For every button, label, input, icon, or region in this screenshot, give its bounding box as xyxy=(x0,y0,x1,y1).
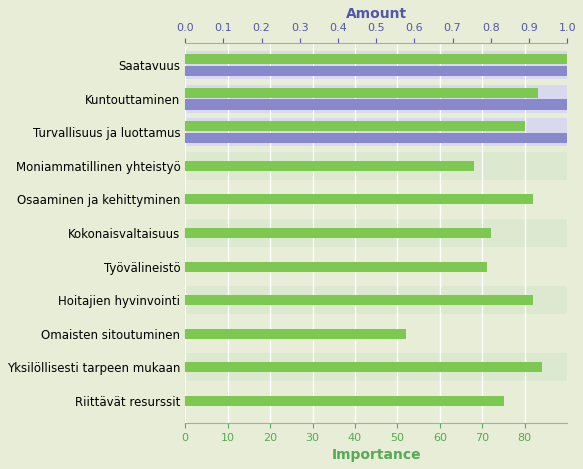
Bar xyxy=(185,396,504,406)
Bar xyxy=(185,54,571,64)
Bar xyxy=(185,88,538,98)
Bar xyxy=(185,354,567,381)
Bar xyxy=(185,66,567,76)
Bar xyxy=(185,99,567,110)
Bar xyxy=(185,253,567,280)
Bar xyxy=(185,194,533,204)
Bar xyxy=(185,85,567,113)
Bar xyxy=(185,295,533,305)
Bar xyxy=(185,387,567,415)
Bar xyxy=(185,286,567,314)
Bar xyxy=(185,262,487,272)
Bar xyxy=(185,118,567,146)
Bar xyxy=(185,219,567,247)
Bar xyxy=(185,363,542,372)
X-axis label: Amount: Amount xyxy=(346,7,407,21)
X-axis label: Importance: Importance xyxy=(331,448,421,462)
Bar xyxy=(185,329,406,339)
Bar xyxy=(185,51,567,79)
Bar xyxy=(185,161,474,171)
Bar xyxy=(185,228,491,238)
Bar xyxy=(185,185,567,213)
Bar xyxy=(185,133,567,143)
Bar xyxy=(185,121,525,131)
Bar xyxy=(185,320,567,348)
Bar xyxy=(185,152,567,180)
